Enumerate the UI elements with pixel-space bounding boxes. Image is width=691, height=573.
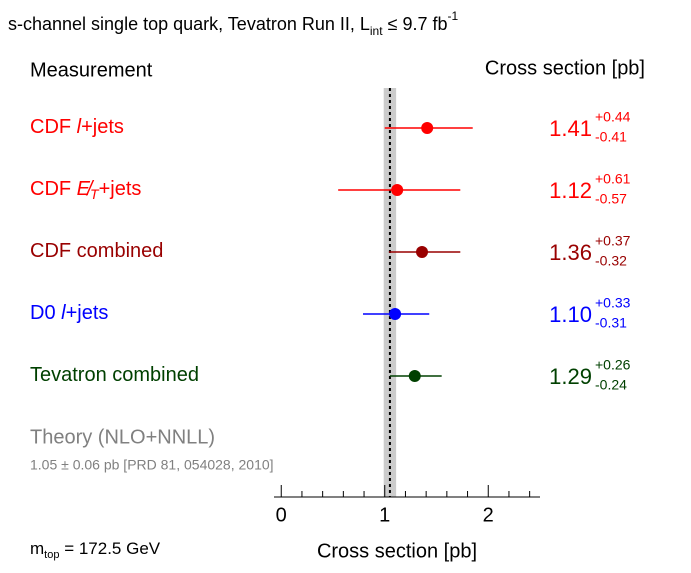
x-tick-label: 2	[483, 504, 494, 526]
row-label-part: T	[90, 186, 100, 202]
err-up-label: +0.37	[595, 233, 631, 249]
x-axis-label: Cross section [pb]	[317, 540, 477, 562]
value-label: 1.10	[549, 302, 592, 327]
header-left: Measurement	[30, 59, 153, 81]
annotation: mtop = 172.5 GeV	[30, 539, 161, 560]
row-label-part: CDF	[30, 178, 77, 200]
err-up-label: +0.44	[595, 109, 631, 125]
theory-label: Theory (NLO+NNLL)	[30, 426, 215, 448]
err-down-label: -0.31	[595, 315, 627, 331]
row-label: CDF combined	[30, 240, 163, 262]
value-label: 1.29	[549, 364, 592, 389]
point	[408, 370, 421, 382]
err-up-label: +0.26	[595, 357, 631, 373]
x-tick-label: 0	[276, 504, 287, 526]
header-right: Cross section [pb]	[485, 57, 645, 79]
row-label: CDF E̸T+jets	[30, 178, 141, 201]
row-label-part: +jets	[99, 178, 142, 200]
row-label-part: Tevatron combined	[30, 364, 199, 386]
row-label-part: l	[77, 116, 82, 138]
err-down-label: -0.32	[595, 253, 627, 269]
err-down-label: -0.41	[595, 129, 627, 145]
point	[416, 246, 429, 258]
point	[421, 122, 434, 134]
row-label-part: CDF	[30, 116, 77, 138]
err-up-label: +0.33	[595, 295, 631, 311]
err-down-label: -0.57	[595, 191, 627, 207]
value-label: 1.41	[549, 116, 592, 141]
row-label-part: +jets	[66, 302, 109, 324]
err-up-label: +0.61	[595, 171, 631, 187]
chart-title: s-channel single top quark, Tevatron Run…	[8, 9, 458, 38]
value-label: 1.36	[549, 240, 592, 265]
row-label-part: l	[61, 302, 66, 324]
row-label-part: CDF combined	[30, 240, 163, 262]
point	[391, 184, 404, 196]
x-tick-label: 1	[379, 504, 390, 526]
value-label: 1.12	[549, 178, 592, 203]
row-label: Tevatron combined	[30, 364, 199, 386]
row-label-part: +jets	[81, 116, 124, 138]
point	[389, 308, 402, 320]
theory-note: 1.05 ± 0.06 pb [PRD 81, 054028, 2010]	[30, 457, 274, 473]
row-label: CDF l+jets	[30, 116, 124, 138]
err-down-label: -0.24	[595, 377, 627, 393]
row-label-part: D0	[30, 302, 61, 324]
row-label: D0 l+jets	[30, 302, 108, 324]
